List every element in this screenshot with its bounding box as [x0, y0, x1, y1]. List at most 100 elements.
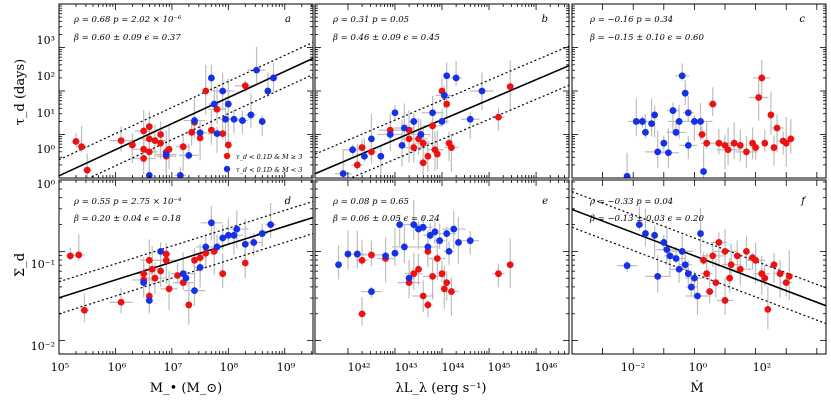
point-red-e-13 — [438, 270, 446, 278]
point-red-e-8 — [419, 292, 427, 300]
xtick-e-1: 10⁴³ — [395, 361, 418, 374]
axes-frame-f — [571, 179, 827, 355]
panel-f: ρ = −0.33 p = 0.04 β = −0.13 ± 0.03 ϵ = … — [571, 179, 827, 355]
point-blue-f-16 — [675, 265, 683, 273]
panel-b-plot — [314, 3, 570, 179]
point-red-d-14 — [185, 301, 193, 309]
panel-a-label: a — [285, 14, 291, 25]
point-red-f-19 — [726, 274, 734, 282]
point-blue-e-0 — [335, 261, 342, 269]
point-red-f-6 — [727, 261, 735, 269]
point-red-a-4 — [145, 148, 153, 156]
point-blue-f-3 — [651, 231, 659, 239]
plot-area-b — [315, 45, 569, 178]
fit-band-d-upper — [59, 200, 313, 283]
point-blue-d-2 — [157, 247, 165, 255]
point-red-b-18 — [506, 83, 514, 91]
plot-area-c — [623, 60, 795, 178]
point-blue-c-3 — [642, 128, 649, 136]
point-blue-e-7 — [400, 243, 408, 251]
point-red-f-5 — [721, 247, 729, 255]
point-blue-f-5 — [660, 239, 668, 246]
point-red-a-18 — [202, 87, 210, 95]
point-blue-f-0 — [623, 262, 631, 270]
panel-b: ρ = 0.31 p = 0.05 β = 0.46 ± 0.09 ϵ = 0.… — [314, 3, 570, 179]
point-red-a-2 — [83, 166, 91, 174]
point-blue-d-9 — [213, 243, 221, 251]
point-blue-d-8 — [208, 219, 215, 227]
point-blue-d-7 — [202, 243, 210, 251]
fit-line-d — [59, 216, 313, 299]
point-red-b-11 — [429, 122, 436, 130]
xtick-d-3: 10⁸ — [220, 361, 239, 374]
point-red-c-1 — [703, 139, 711, 147]
point-red-d-1 — [75, 251, 83, 259]
point-blue-d-11 — [224, 231, 232, 239]
point-red-a-8 — [151, 137, 159, 144]
point-red-d-12 — [165, 285, 173, 293]
point-blue-f-12 — [687, 283, 695, 291]
ytick-top-100: 10² — [37, 70, 55, 83]
point-red-a-9 — [157, 139, 165, 147]
point-blue-d-1 — [145, 297, 153, 304]
point-blue-e-19 — [466, 237, 474, 245]
ylabel-top: τ_d (days) — [13, 59, 28, 125]
point-red-d-15 — [191, 256, 198, 264]
point-red-d-8 — [151, 274, 159, 282]
point-red-a-14 — [165, 145, 173, 153]
point-red-a-5 — [140, 145, 148, 153]
point-red-d-6 — [145, 256, 153, 264]
point-blue-c-10 — [672, 128, 680, 136]
point-blue-d-17 — [267, 221, 275, 229]
point-red-a-0 — [72, 138, 80, 145]
xtick-d-4: 10⁹ — [277, 361, 296, 374]
point-red-d-9 — [157, 267, 165, 275]
point-blue-b-9 — [417, 131, 425, 138]
point-red-e-7 — [415, 265, 422, 273]
point-red-c-13 — [761, 139, 769, 147]
fit-band-f-lower — [572, 226, 826, 325]
point-red-b-5 — [410, 144, 418, 151]
point-red-d-21 — [148, 265, 156, 273]
panel-a-plot — [58, 3, 314, 179]
point-red-b-14 — [443, 100, 451, 108]
ytick-bottom-0.1: 10⁻¹ — [31, 258, 55, 271]
point-blue-c-11 — [675, 118, 683, 125]
ytick-bottom-0.01: 10⁻² — [31, 340, 55, 353]
point-red-f-20 — [712, 279, 720, 287]
point-blue-f-6 — [663, 246, 671, 254]
legend-red-label: τ_d < 0.1D & Ṁ ≥ 3 — [236, 152, 302, 161]
point-red-c-12 — [758, 74, 766, 82]
point-blue-f-11 — [684, 270, 692, 278]
point-blue-c-1 — [632, 118, 640, 125]
point-red-b-0 — [358, 144, 366, 151]
point-blue-a-13 — [247, 111, 255, 119]
panel-f-stat-1: ρ = −0.33 p = 0.04 — [589, 197, 673, 207]
point-blue-e-13 — [426, 231, 434, 239]
point-blue-b-6 — [391, 109, 399, 117]
point-blue-e-15 — [436, 237, 444, 245]
point-blue-b-15 — [478, 87, 486, 95]
point-blue-a-2 — [176, 171, 184, 178]
point-red-b-4 — [405, 135, 413, 143]
panel-f-label: f — [800, 196, 807, 207]
point-red-a-21 — [213, 105, 221, 113]
point-blue-b-7 — [400, 124, 408, 132]
point-blue-c-5 — [651, 111, 659, 119]
point-red-e-11 — [429, 272, 436, 280]
point-red-a-15 — [128, 141, 136, 149]
point-blue-f-7 — [666, 252, 674, 260]
point-blue-d-16 — [258, 230, 266, 237]
point-red-a-7 — [145, 123, 153, 131]
point-blue-e-4 — [382, 252, 389, 260]
ytick-top-1000: 10³ — [37, 34, 55, 47]
point-blue-a-1 — [162, 151, 170, 158]
point-red-f-21 — [721, 297, 729, 304]
point-red-f-8 — [736, 265, 744, 273]
panel-c-label: c — [799, 14, 805, 25]
point-red-a-6 — [140, 127, 148, 135]
point-red-f-2 — [706, 288, 714, 295]
point-blue-a-3 — [185, 151, 193, 159]
point-red-b-16 — [448, 144, 455, 151]
panel-e: ρ = 0.08 p = 0.65 β = 0.06 ± 0.05 ϵ = 0.… — [314, 179, 570, 355]
